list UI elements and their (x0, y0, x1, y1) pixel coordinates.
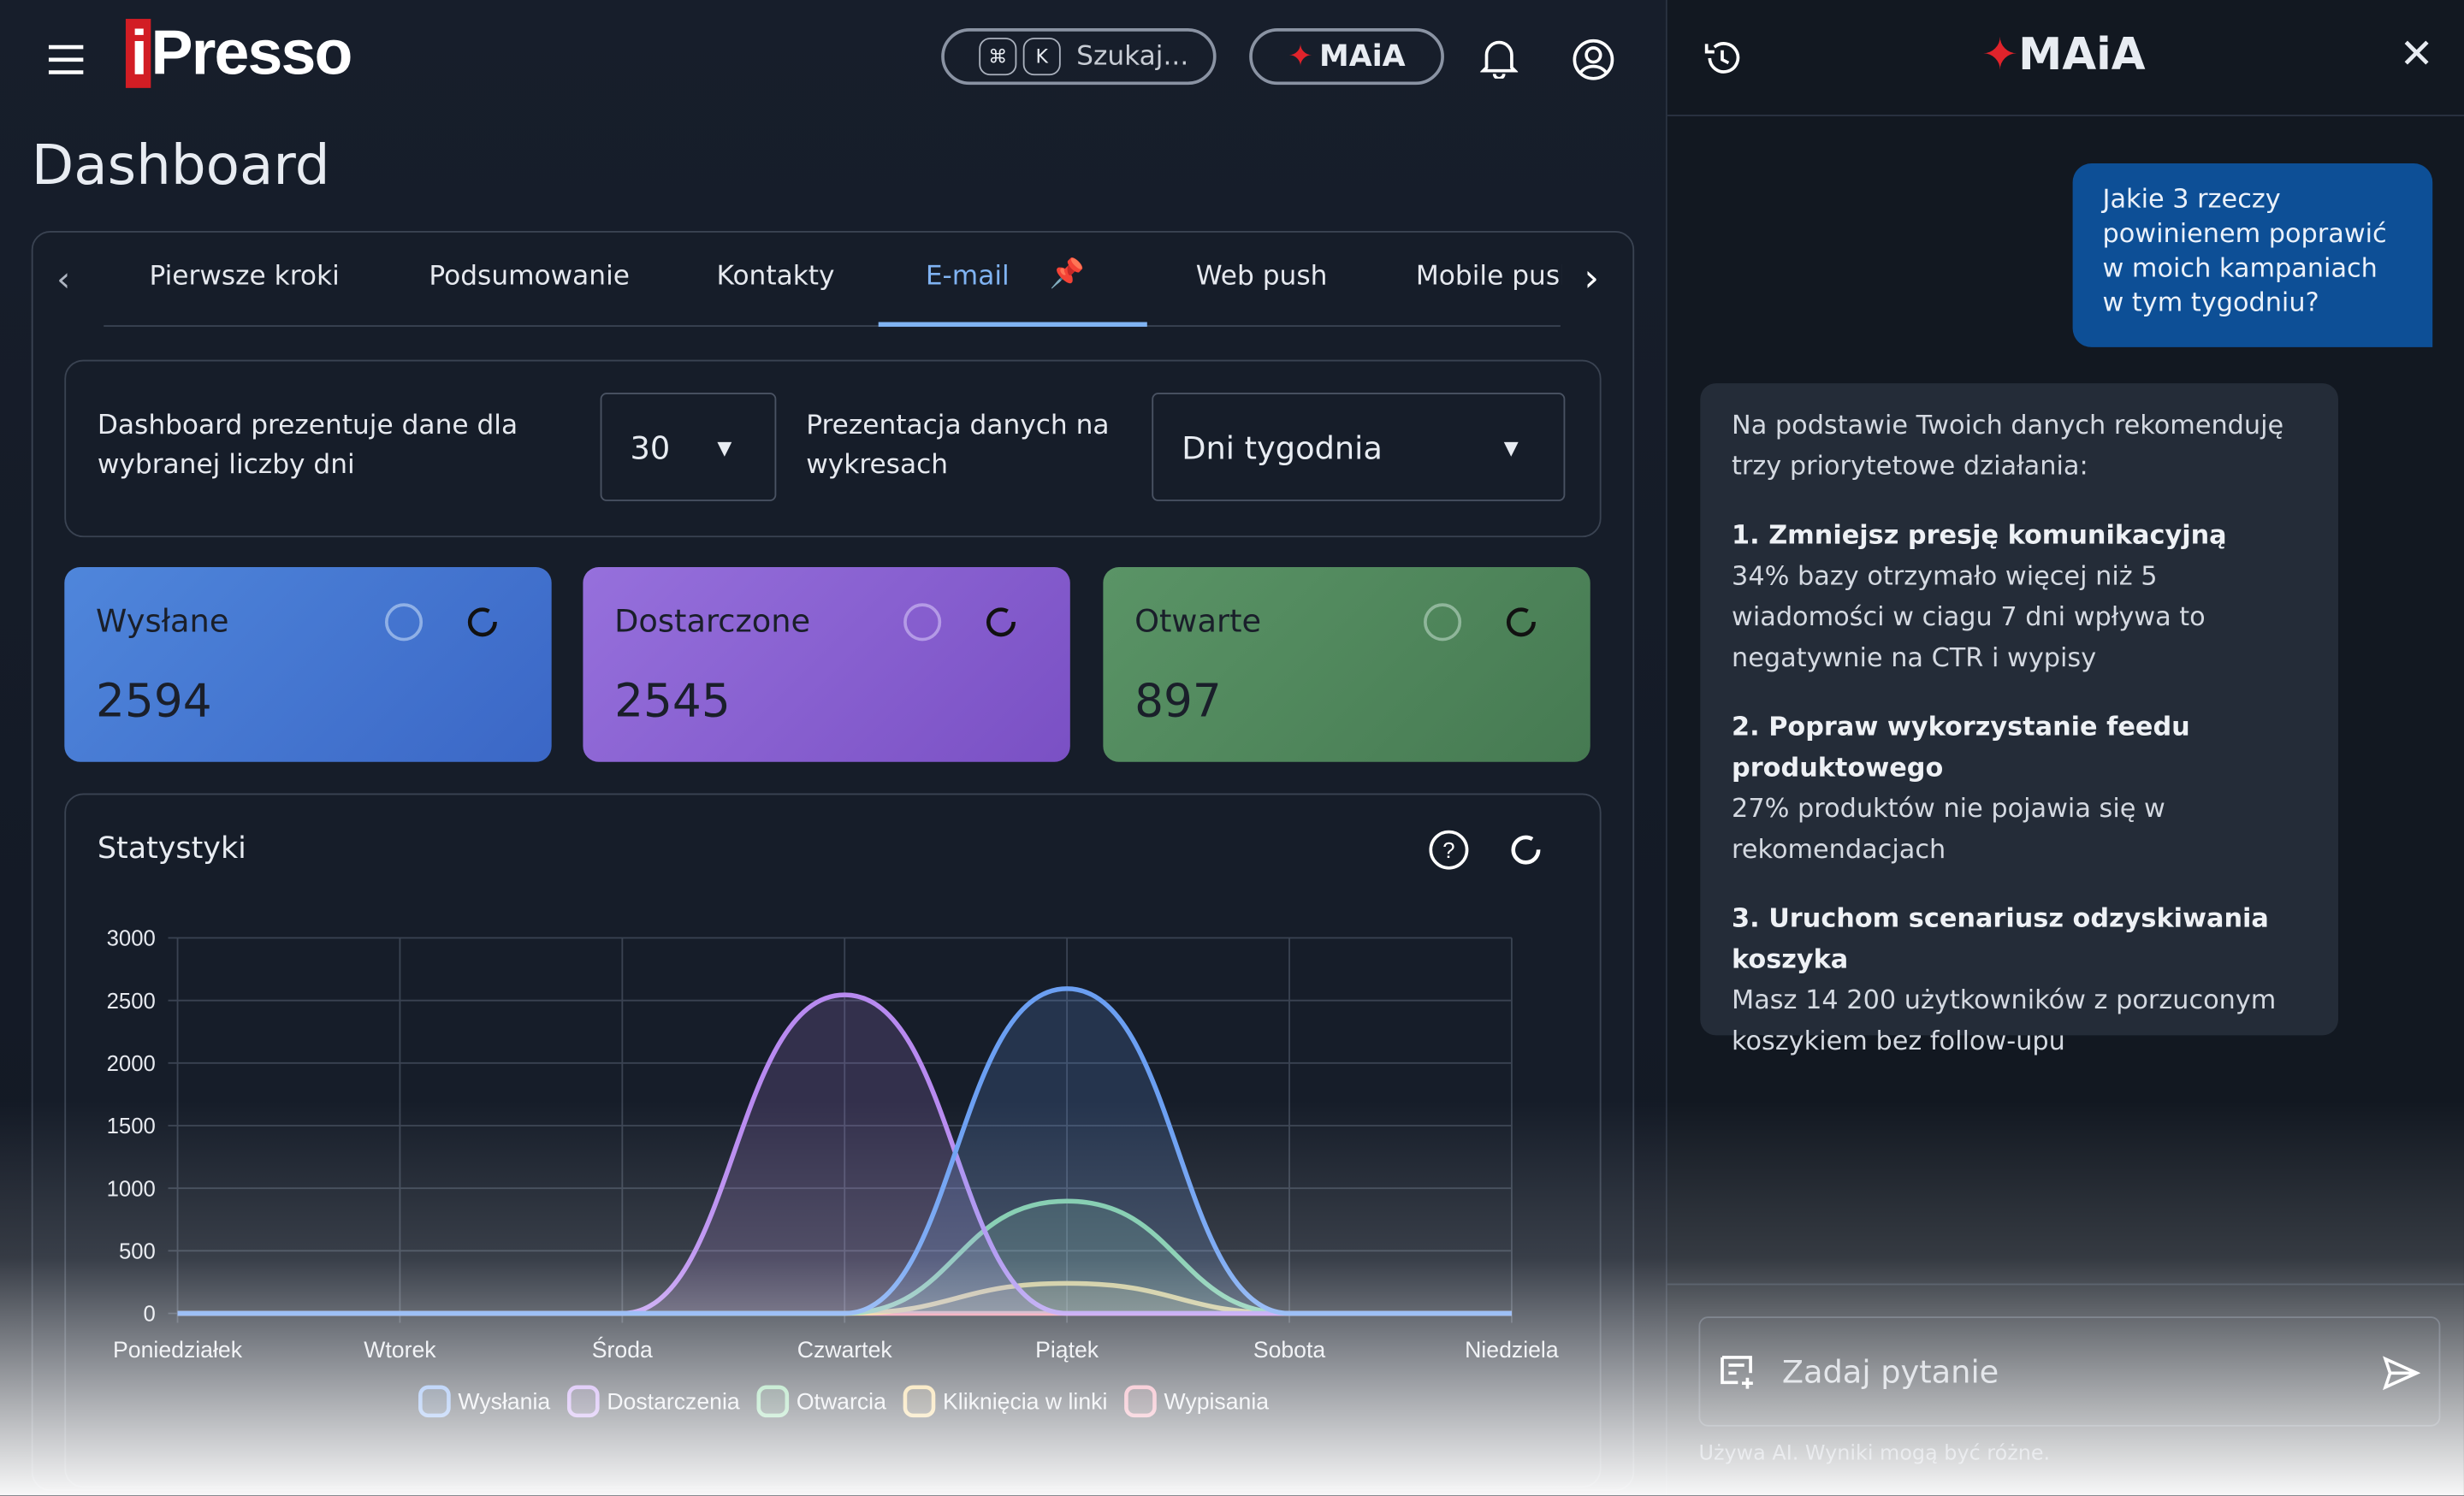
divider (1667, 115, 2464, 116)
rec-title: 3. Uruchom scenariusz odzyskiwania koszy… (1732, 903, 2269, 974)
x-tick-label: Czwartek (797, 1337, 893, 1363)
card-label: Otwarte (1134, 601, 1262, 640)
assistant-message: Na podstawie Twoich danych rekomenduję t… (1700, 383, 2339, 1055)
y-tick-label: 3000 (107, 927, 156, 951)
maia-title: MAiA (2018, 28, 2146, 80)
y-tick-label: 2000 (107, 1052, 156, 1076)
rec-title: 1. Zmniejsz presję komunikacyjną (1732, 519, 2227, 550)
x-tick-label: Sobota (1253, 1337, 1326, 1363)
stat-card: Wysłane 2594 (64, 567, 552, 762)
svg-text:?: ? (1442, 839, 1454, 863)
compose-icon (1721, 1356, 1753, 1389)
user-message: Jakie 3 rzeczy powinienem poprawić w moi… (2072, 163, 2433, 347)
tab-underline (878, 322, 1147, 328)
maia-header: ✦MAiA (1981, 28, 2146, 80)
pin-icon[interactable]: 📌 (1049, 257, 1086, 291)
card-label: Dostarczone (614, 601, 811, 640)
filter-label: Dashboard prezentuje dane dla wybranej l… (97, 410, 518, 482)
close-button[interactable]: ✕ (2399, 31, 2434, 79)
history-icon[interactable] (1702, 38, 1743, 79)
days-select[interactable]: 30 ▼ (600, 393, 777, 501)
chart: 0 500 1000 1500 2000 2500 3000 Poniedziałek Wtor… (107, 927, 1559, 1418)
presentation-select[interactable]: Dni tygodnia ▼ (1152, 393, 1566, 501)
chat-input[interactable]: Zadaj pytanie (1698, 1316, 2441, 1427)
divider (1667, 1283, 2464, 1286)
legend-label: Otwarcia (797, 1389, 886, 1415)
y-tick-label: 1000 (107, 1177, 156, 1201)
select-value: 30 (630, 428, 671, 466)
card-icons[interactable] (1422, 601, 1548, 642)
rec-text: Masz 14 200 użytkowników z porzuconym ko… (1732, 985, 2277, 1056)
reply-intro: Na podstawie Twoich danych rekomenduję t… (1732, 410, 2284, 482)
tab-next[interactable]: › (1584, 256, 1600, 300)
x-tick-label: Niedziela (1465, 1337, 1559, 1363)
area (177, 995, 1512, 1314)
x-tick-label: Środa (592, 1337, 653, 1363)
legend-label: Dostarczenia (607, 1389, 740, 1415)
user-icon[interactable] (1572, 38, 1615, 81)
tab[interactable]: Podsumowanie (429, 260, 631, 293)
rec-text: 27% produktów nie pojawia się w rekomend… (1732, 793, 2165, 865)
search-box[interactable]: ⌘ K Szukaj... (941, 28, 1217, 86)
maia-label: MAiA (1318, 38, 1406, 74)
x-tick-label: Poniedziałek (113, 1337, 243, 1363)
tab-prev[interactable]: ‹ (56, 260, 71, 300)
tab[interactable]: Web push (1195, 260, 1328, 293)
logo[interactable]: iPresso (130, 19, 352, 88)
legend-swatch (566, 1385, 600, 1418)
y-tick-label: 1500 (107, 1115, 156, 1138)
card-icons[interactable] (383, 601, 509, 642)
legend-label: Wypisania (1164, 1389, 1270, 1415)
key-hint: K (1022, 38, 1061, 76)
maia-button[interactable]: ✦ MAiA (1249, 28, 1444, 86)
legend: Wysłania Dostarczenia Otwarcia Kliknięcia w… (418, 1385, 1270, 1418)
y-tick-label: 500 (119, 1240, 156, 1264)
legend-label: Wysłania (458, 1389, 550, 1415)
legend-swatch (903, 1385, 936, 1418)
card-value: 2545 (614, 673, 731, 728)
select-value: Dni tygodnia (1182, 428, 1383, 466)
legend-swatch (418, 1385, 451, 1418)
filter-label: Prezentacja danych na wykresach (806, 410, 1110, 482)
stats-icons[interactable]: ? (1427, 828, 1553, 872)
input-placeholder: Zadaj pytanie (1781, 1352, 1999, 1391)
card-value: 897 (1134, 673, 1222, 728)
tab[interactable]: Mobile push (1415, 260, 1562, 293)
rec-text: 34% bazy otrzymało więcej niż 5 wiadomoś… (1732, 560, 2206, 673)
tab-divider (104, 325, 1561, 328)
tab-active[interactable]: E-mail (925, 260, 1010, 293)
legend-swatch (1124, 1385, 1157, 1418)
x-tick-label: Piątek (1035, 1337, 1099, 1363)
x-tick-label: Wtorek (364, 1337, 436, 1363)
key-hint: ⌘ (979, 38, 1017, 76)
tab[interactable]: Pierwsze kroki (149, 260, 340, 293)
legend-swatch (756, 1385, 790, 1418)
y-tick-label: 2500 (107, 990, 156, 1014)
card-value: 2594 (96, 673, 212, 728)
send-button[interactable] (2381, 1352, 2422, 1393)
page-title: Dashboard (31, 134, 330, 198)
stat-card: Otwarte 897 (1103, 567, 1590, 762)
bell-icon[interactable] (1480, 38, 1519, 79)
rec-title: 2. Popraw wykorzystanie feedu produktowe… (1732, 712, 2190, 783)
maia-pane: ✦MAiA ✕ Jakie 3 rzeczy powinienem popraw… (1665, 0, 2464, 1496)
menu-icon[interactable] (47, 44, 85, 75)
stat-card: Dostarczone 2545 (583, 567, 1070, 762)
card-icons[interactable] (902, 601, 1028, 642)
disclaimer: Używa AI. Wyniki mogą być różne. (1698, 1442, 2051, 1466)
tab[interactable]: Kontakty (716, 260, 835, 293)
filters (64, 359, 1602, 538)
card-label: Wysłane (96, 601, 229, 640)
stats-title: Statystyki (97, 831, 246, 866)
y-tick-label: 0 (144, 1303, 156, 1327)
legend-label: Kliknięcia w linki (943, 1389, 1107, 1415)
search-placeholder: Szukaj... (1076, 40, 1189, 73)
